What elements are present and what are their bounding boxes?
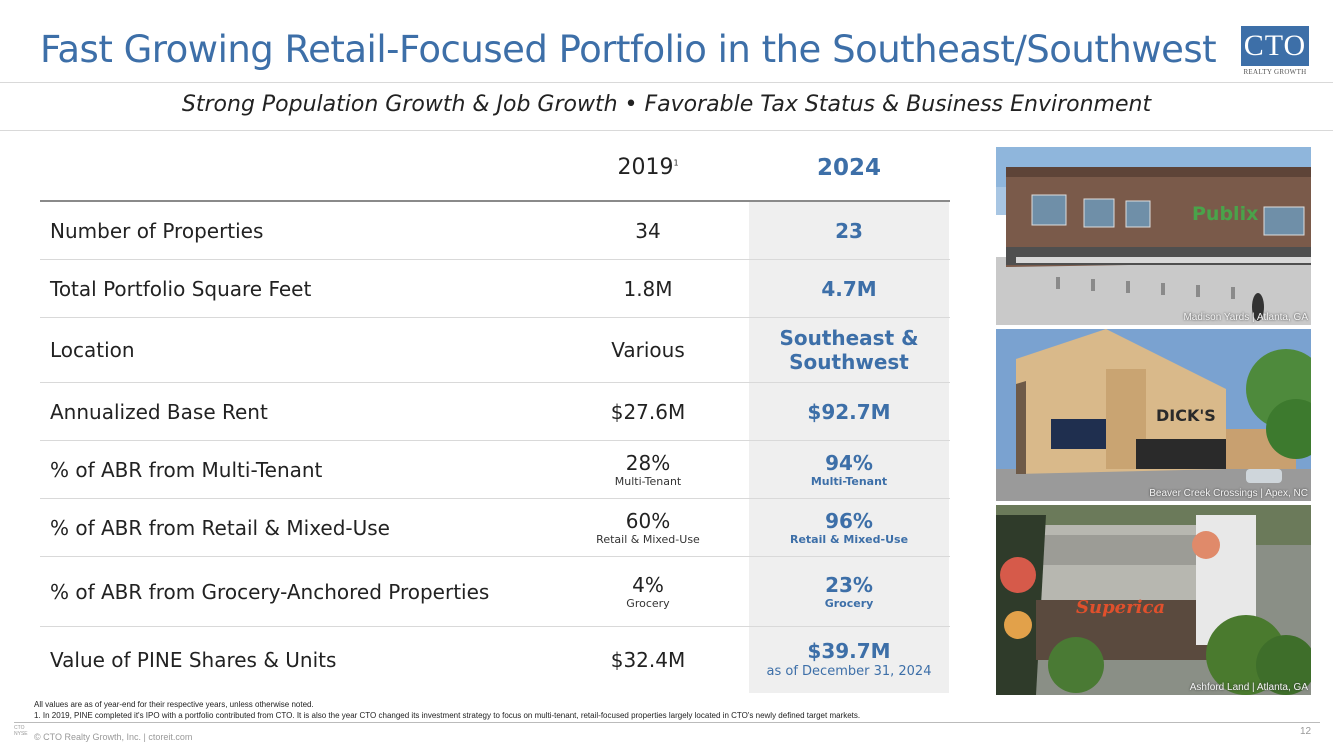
column-2024-header: 2024 — [816, 155, 881, 181]
row-label: % of ABR from Grocery-Anchored Propertie… — [50, 579, 490, 604]
row-label: Total Portfolio Square Feet — [50, 276, 312, 301]
column-2019-label: 2019 — [617, 155, 674, 180]
table-row: Annualized Base Rent $27.6M $92.7M — [40, 383, 950, 441]
superica-sign: Superica — [1076, 597, 1165, 618]
footnote-1: 1. In 2019, PINE completed it's IPO with… — [34, 711, 861, 720]
table-row: Location Various Southeast & Southwest — [40, 318, 950, 383]
photo-caption: Madison Yards | Atlanta, GA — [1183, 312, 1308, 323]
copyright: © CTO Realty Growth, Inc. | ctoreit.com — [34, 732, 193, 742]
table-row: Value of PINE Shares & Units $32.4M $39.… — [40, 627, 950, 693]
highlight-cell — [749, 557, 949, 626]
highlight-cell — [749, 499, 949, 556]
exchange-label: NYSE — [14, 731, 28, 737]
page-number: 12 — [1300, 726, 1312, 737]
column-2019-header: 20191 — [608, 155, 688, 180]
photo-caption: Beaver Creek Crossings | Apex, NC — [1149, 488, 1308, 499]
highlight-cell — [749, 202, 949, 259]
publix-store-image: Publix — [996, 147, 1311, 325]
page-subtitle: Strong Population Growth & Job Growth • … — [181, 92, 1152, 117]
photo-beaver-creek: DICK'S Beaver Creek Crossings | Apex, NC — [996, 329, 1311, 501]
dicks-sign: DICK'S — [1156, 406, 1216, 425]
value-2024-sub: as of December 31, 2024 — [766, 664, 932, 679]
photo-caption: Ashford Land | Atlanta, GA — [1189, 682, 1308, 693]
table-header: 20191 2024 — [40, 145, 950, 202]
value-2019: 60% Retail & Mixed-Use — [548, 509, 748, 547]
value-2024-sub: Retail & Mixed-Use — [789, 532, 909, 546]
value-2024: 4.7M — [821, 276, 877, 301]
table-row: Number of Properties 34 23 — [40, 202, 950, 260]
portfolio-comparison-table: 20191 2024 Number of Properties 34 23 To… — [40, 145, 950, 693]
row-label: Value of PINE Shares & Units — [50, 648, 337, 672]
table-row: % of ABR from Retail & Mixed-Use 60% Ret… — [40, 499, 950, 557]
value-2024: $39.7M as of December 31, 2024 — [749, 639, 949, 681]
highlight-cell — [749, 260, 949, 317]
value-2019-main: 28% — [625, 450, 671, 475]
property-photos: Publix Madison Yards | Atlanta, GA DICK'… — [996, 147, 1311, 699]
highlight-cell — [749, 318, 949, 382]
footnote-general: All values are as of year-end for their … — [34, 700, 314, 709]
value-2019: 1.8M — [623, 276, 673, 301]
value-2019-sub: Grocery — [626, 596, 670, 610]
value-2024: 23 — [835, 218, 863, 243]
value-2024: 96% Retail & Mixed-Use — [749, 509, 949, 547]
value-2024: 23% Grocery — [749, 573, 949, 611]
value-2019: 34 — [635, 218, 661, 243]
footnote-marker: 1 — [673, 158, 679, 168]
logo-mark: CTO — [1241, 26, 1309, 66]
photo-madison-yards: Publix Madison Yards | Atlanta, GA — [996, 147, 1311, 325]
footer-ticker: CTO NYSE — [14, 725, 28, 737]
value-2024-sub: Multi-Tenant — [810, 474, 888, 488]
value-2019: Various — [611, 338, 685, 362]
value-2024: Southeast & Southwest — [749, 326, 949, 374]
table-row: % of ABR from Multi-Tenant 28% Multi-Ten… — [40, 441, 950, 499]
highlight-cell — [749, 383, 949, 440]
value-2024: 94% Multi-Tenant — [749, 451, 949, 489]
row-label: Number of Properties — [50, 218, 264, 243]
page-title: Fast Growing Retail-Focused Portfolio in… — [40, 28, 1217, 71]
header-divider — [0, 82, 1333, 83]
value-2024-sub: Grocery — [824, 596, 874, 610]
table-row: % of ABR from Grocery-Anchored Propertie… — [40, 557, 950, 627]
value-2019-sub: Retail & Mixed-Use — [596, 532, 700, 546]
value-2019-main: 4% — [632, 572, 664, 597]
value-2019: 4% Grocery — [548, 573, 748, 611]
superica-building-image: Superica — [996, 505, 1311, 695]
publix-sign: Publix — [1192, 203, 1258, 225]
photo-ashford-land: Superica Ashford Land | Atlanta, GA — [996, 505, 1311, 695]
value-2024-main: 23% — [825, 572, 873, 597]
value-2024-main: 94% — [825, 450, 873, 475]
row-label: Location — [50, 338, 135, 362]
value-2019: $27.6M — [610, 399, 686, 424]
value-2019: 28% Multi-Tenant — [548, 451, 748, 489]
value-2019-main: 60% — [625, 508, 671, 533]
subtitle-divider — [0, 130, 1333, 131]
highlight-cell — [749, 627, 949, 693]
row-label: % of ABR from Multi-Tenant — [50, 457, 323, 482]
row-label: Annualized Base Rent — [50, 399, 268, 424]
value-2024-line1: Southeast & — [779, 326, 919, 350]
value-2024-main: $39.7M — [807, 639, 891, 663]
value-2019: $32.4M — [610, 648, 686, 672]
footer-divider — [14, 722, 1320, 723]
value-2024-line2: Southwest — [789, 350, 909, 374]
cto-logo: CTO REALTY GROWTH — [1241, 26, 1309, 76]
value-2024-main: 96% — [825, 508, 873, 533]
row-label: % of ABR from Retail & Mixed-Use — [50, 515, 390, 540]
table-row: Total Portfolio Square Feet 1.8M 4.7M — [40, 260, 950, 318]
logo-subtext: REALTY GROWTH — [1243, 68, 1307, 76]
highlight-cell — [749, 441, 949, 498]
dicks-store-image: DICK'S — [996, 329, 1311, 501]
value-2019-sub: Multi-Tenant — [614, 474, 682, 488]
ticker-label: CTO — [14, 725, 25, 731]
value-2024: $92.7M — [807, 399, 891, 424]
